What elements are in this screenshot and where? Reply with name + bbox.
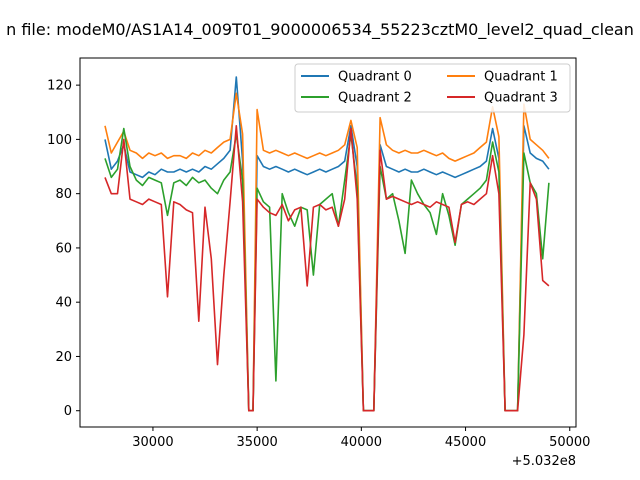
series-line-quadrant-1 — [104, 92, 550, 412]
legend: Quadrant 0 Quadrant 1 Quadrant 2 Quadrant 3 — [294, 63, 571, 113]
series-line-quadrant-0 — [104, 76, 550, 412]
x-tick-label: 35000 — [236, 435, 277, 450]
tick-layer: 30000 35000 40000 45000 50000 0 20 40 60 80 100 120 — [47, 79, 590, 450]
y-tick-label: 60 — [55, 241, 72, 256]
y-tick-label: 80 — [55, 187, 72, 202]
legend-box — [294, 63, 571, 113]
y-tick-label: 100 — [47, 133, 72, 148]
y-tick-label: 40 — [55, 296, 72, 311]
legend-label: Quadrant 1 — [484, 70, 558, 85]
legend-label: Quadrant 0 — [338, 70, 412, 85]
legend-label: Quadrant 3 — [484, 91, 558, 106]
legend-label: Quadrant 2 — [338, 91, 412, 106]
chart-title: n file: modeM0/AS1A14_009T01_9000006534_… — [6, 20, 634, 40]
series-line-quadrant-3 — [104, 125, 550, 412]
x-tick-label: 40000 — [341, 435, 382, 450]
x-tick-label: 30000 — [132, 435, 173, 450]
series-line-quadrant-2 — [104, 127, 550, 412]
y-tick-label: 20 — [55, 350, 72, 365]
x-tick-label: 45000 — [445, 435, 486, 450]
y-tick-label: 0 — [64, 404, 72, 419]
plot-area — [104, 76, 550, 412]
x-offset-label: +5.032e8 — [512, 454, 576, 469]
axes-frame — [79, 57, 577, 428]
y-tick-label: 120 — [47, 79, 72, 94]
x-tick-label: 50000 — [549, 435, 590, 450]
